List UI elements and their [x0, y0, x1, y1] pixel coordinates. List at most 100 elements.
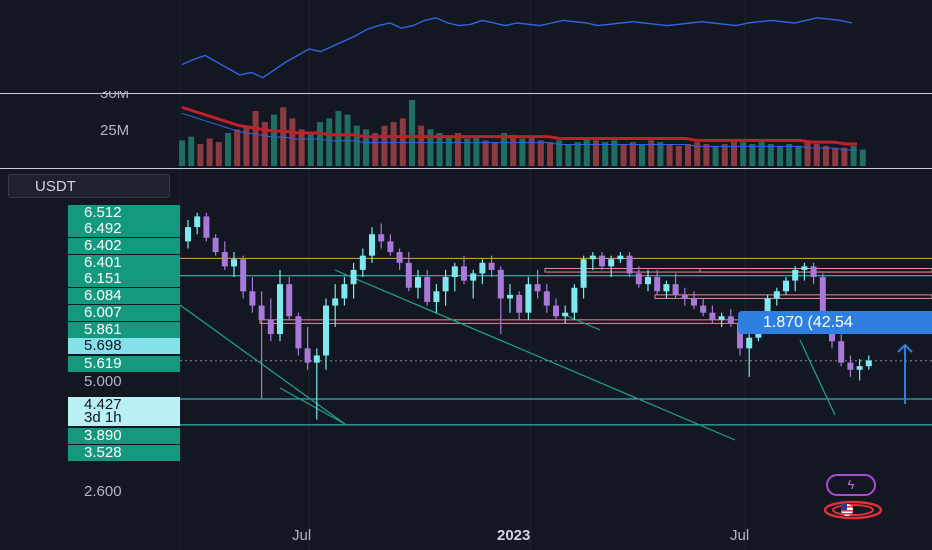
candle-body: [350, 269, 357, 285]
candle-body: [709, 312, 716, 320]
x-axis-label-2023: 2023: [497, 527, 531, 544]
candle-body: [599, 255, 605, 267]
candle-body: [562, 312, 569, 317]
price-label: 6.402: [68, 238, 180, 254]
candle-body: [691, 298, 697, 306]
volume-bar: [436, 133, 443, 166]
candle-body: [626, 255, 633, 274]
volume-bar: [611, 140, 618, 166]
candle-body: [507, 294, 513, 299]
volume-bar: [427, 129, 434, 166]
volume-bar: [574, 142, 581, 166]
candle-body: [313, 355, 320, 363]
currency-selector[interactable]: USDT: [8, 174, 170, 198]
volume-bar: [731, 140, 737, 166]
candle-body: [525, 284, 532, 313]
candle-body: [783, 280, 789, 292]
volume-bar: [225, 133, 231, 166]
candle-body: [764, 298, 771, 317]
candle-body: [488, 262, 495, 270]
candle-body: [654, 277, 661, 292]
candle-body: [727, 316, 734, 324]
price-label: 6.151: [68, 271, 180, 287]
candle-body: [249, 291, 256, 306]
measure-label: 1.870 (42.54: [738, 311, 932, 334]
measure-arrow-head: [897, 343, 913, 353]
candle-body: [359, 255, 366, 270]
candle-body: [865, 360, 872, 367]
candle-body: [194, 216, 201, 228]
price-label: 5.619: [68, 356, 180, 372]
candle-body: [341, 284, 348, 299]
volume-bar: [537, 140, 544, 166]
candle-body: [212, 237, 219, 253]
volume-bar: [197, 144, 204, 166]
volume-bar: [648, 140, 655, 166]
volume-bar: [335, 111, 342, 166]
volume-bar: [409, 100, 415, 166]
volume-ma-line-2: [181, 112, 857, 151]
volume-bar: [206, 138, 213, 166]
volume-bar: [418, 125, 425, 166]
candle-body: [286, 284, 293, 317]
candle-body: [801, 266, 808, 270]
volume-bar: [381, 125, 388, 166]
pink-zone: [544, 267, 932, 273]
volume-bar: [528, 136, 535, 166]
candle-body: [369, 234, 375, 256]
candle-body: [295, 316, 302, 349]
volume-bar: [685, 144, 691, 166]
price-label: 3.528: [68, 445, 180, 461]
candle-body: [267, 319, 274, 335]
volume-bar: [188, 136, 195, 166]
volume-bar: [179, 140, 185, 166]
volume-bar: [583, 138, 590, 166]
candle-body: [185, 227, 191, 242]
candle-body: [580, 259, 587, 288]
candle-body: [405, 262, 412, 288]
volume-bar: [556, 140, 563, 166]
volume-bar: [749, 144, 756, 166]
candle-body: [415, 277, 421, 288]
volume-bar: [675, 145, 682, 166]
candle-body: [442, 277, 449, 292]
volume-bar: [694, 142, 701, 166]
us-flag-icon[interactable]: [823, 500, 883, 520]
price-label: 5.000: [84, 373, 122, 390]
candle-body: [589, 255, 596, 260]
pane-separator-bottom[interactable]: [0, 168, 932, 169]
candle-body: [516, 294, 523, 313]
volume-bar: [243, 125, 250, 166]
candle-body: [461, 266, 467, 281]
volume-bar: [740, 142, 747, 166]
volume-bar: [317, 122, 323, 166]
volume-bar: [565, 144, 572, 166]
candle-body: [221, 252, 228, 267]
candle-body: [304, 348, 311, 363]
volume-bar: [491, 142, 498, 166]
candle-body: [746, 337, 753, 349]
volume-bar: [841, 147, 848, 166]
x-axis-label-jul-2: Jul: [730, 527, 750, 544]
lightning-badge[interactable]: ϟ: [826, 474, 876, 496]
volume-bar: [519, 138, 526, 166]
volume-bar: [473, 136, 480, 166]
volume-bar: [832, 147, 839, 166]
pane-separator-top[interactable]: [0, 93, 932, 94]
candle-body: [231, 259, 237, 267]
volume-bar: [252, 111, 259, 166]
volume-bar: [455, 133, 461, 166]
volume-bar: [813, 144, 820, 166]
volume-bar: [795, 145, 802, 166]
volume-bar: [777, 145, 783, 166]
candle-body: [645, 277, 651, 285]
volume-bar: [666, 144, 673, 166]
candle-body: [332, 298, 339, 306]
volume-bar: [850, 145, 857, 166]
volume-bar: [804, 142, 811, 166]
volume-bar: [823, 145, 829, 166]
candle-body: [617, 255, 624, 260]
price-label: 6.492: [68, 221, 180, 237]
volume-bar: [298, 129, 305, 166]
